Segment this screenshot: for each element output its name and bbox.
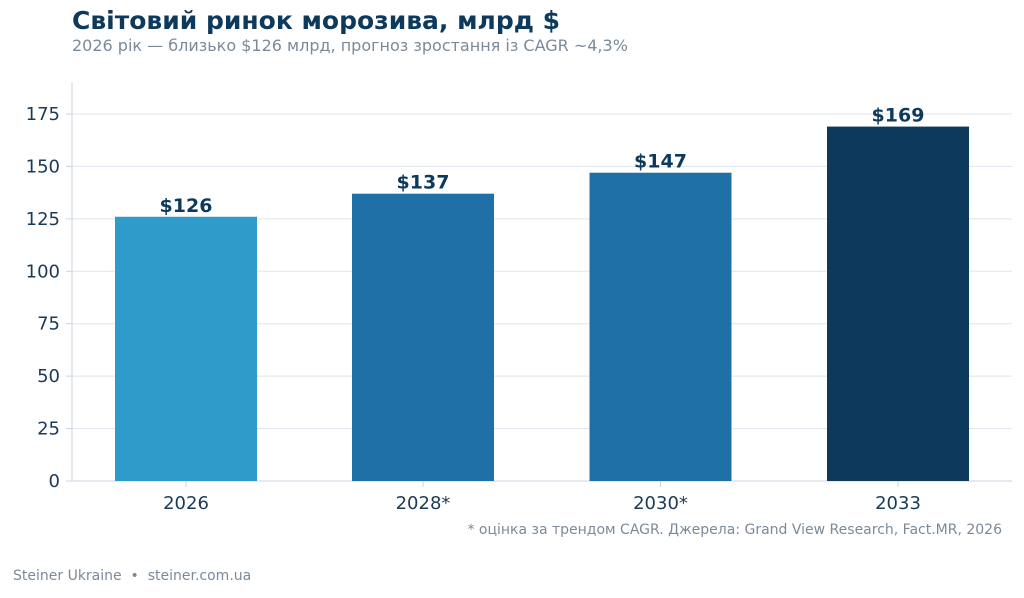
y-tick-label: 25 (37, 419, 60, 440)
x-tick-label: 2033 (875, 493, 921, 514)
y-tick-label: 50 (37, 366, 60, 387)
labels: $126 2026 $137 2028* $147 2030* $169 2033 (160, 105, 925, 514)
x-tick-label: 2026 (163, 493, 209, 514)
y-tick-label: 75 (37, 314, 60, 335)
bar (352, 193, 494, 482)
bar (827, 126, 969, 481)
credit-line: Steiner Ukraine • steiner.com.ua (13, 568, 251, 584)
y-tick-label: 100 (26, 261, 60, 282)
brand-name: Steiner Ukraine (13, 568, 122, 584)
y-tick-label: 175 (26, 104, 60, 125)
bar-value-label: $137 (397, 172, 450, 194)
x-tick-label: 2028* (396, 493, 451, 514)
site-link[interactable]: steiner.com.ua (147, 568, 252, 584)
y-tick-label: 0 (49, 471, 60, 492)
credit-separator: • (130, 568, 139, 584)
x-tick-label: 2030* (633, 493, 688, 514)
bar (589, 172, 732, 481)
y-tick-label: 150 (26, 156, 60, 177)
chart-subtitle: 2026 рік — близько $126 млрд, прогноз зр… (72, 36, 628, 55)
bar (115, 216, 257, 481)
bars (115, 126, 969, 482)
y-tick-label: 125 (26, 209, 60, 230)
source-footnote: * оцінка за трендом CAGR. Джерела: Grand… (467, 522, 1002, 538)
bar-value-label: $147 (634, 151, 687, 173)
chart-title: Світовий ринок морозива, млрд $ (72, 6, 561, 35)
bar-value-label: $126 (160, 195, 213, 217)
bar-value-label: $169 (872, 105, 925, 127)
